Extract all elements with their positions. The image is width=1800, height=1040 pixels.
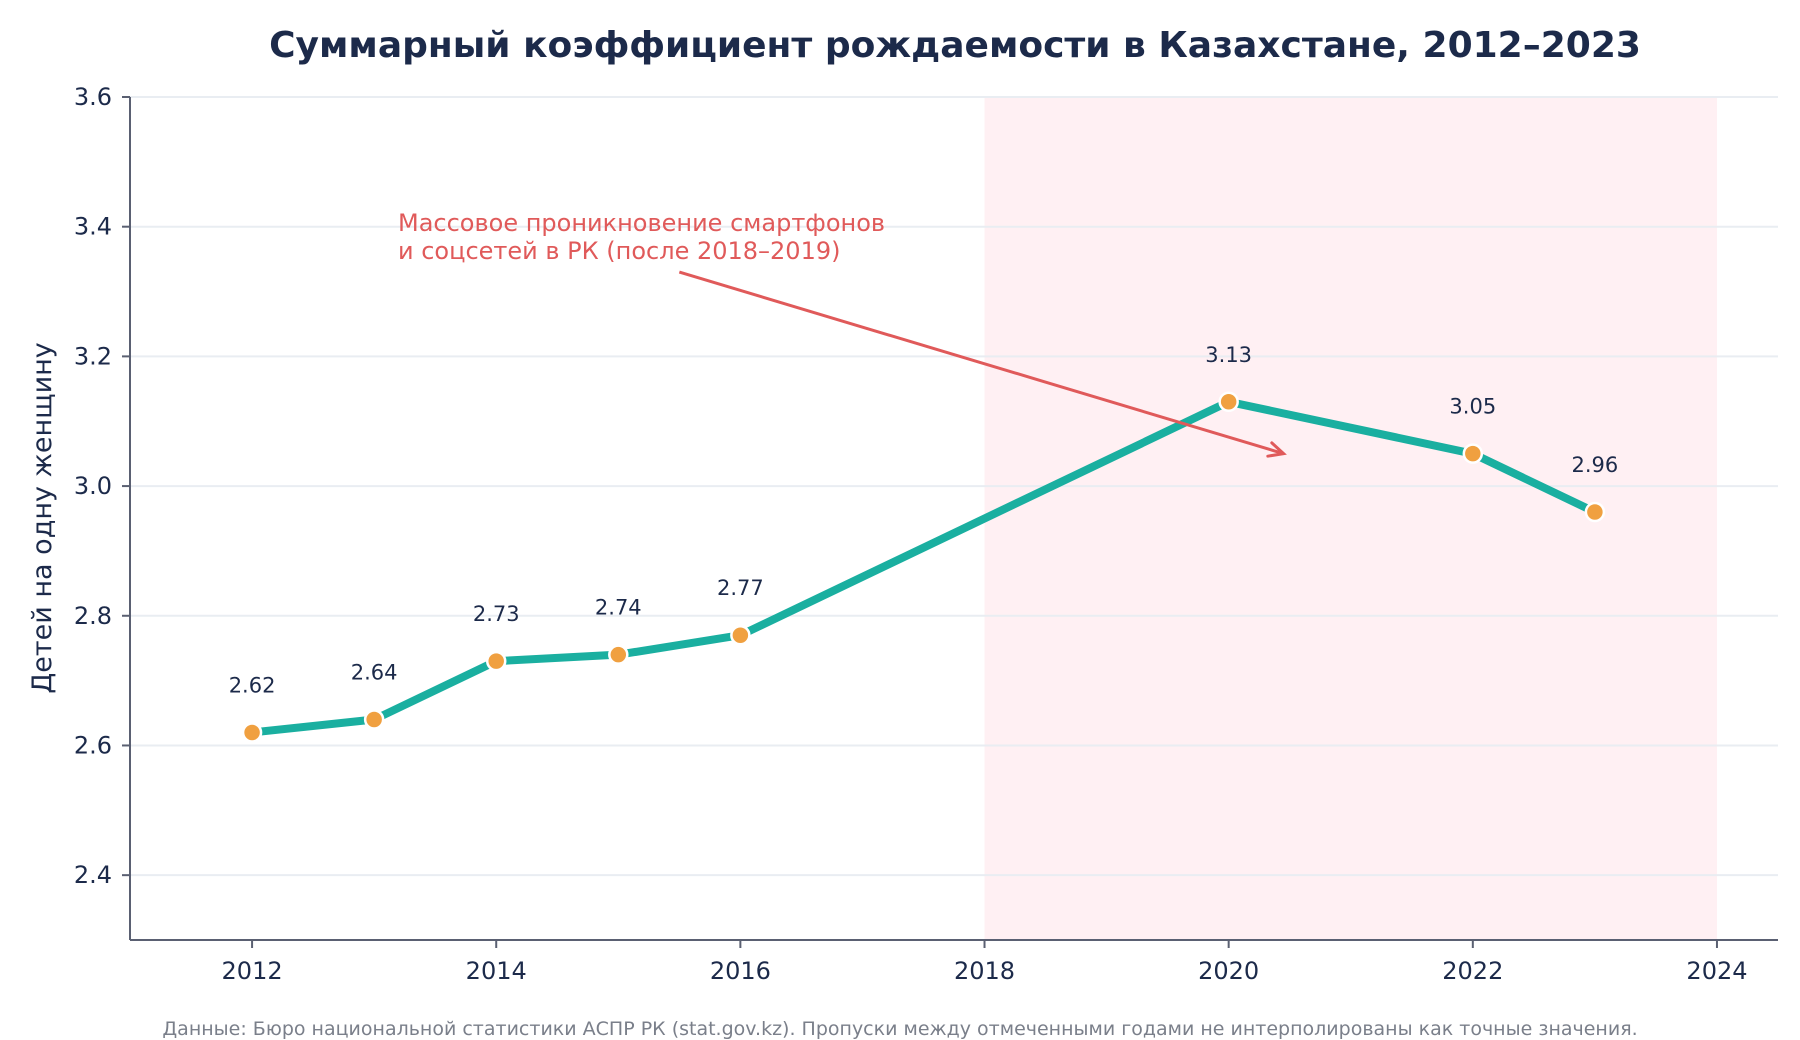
data-point [1218, 391, 1239, 413]
y-tick-label: 3.0 [74, 472, 112, 500]
data-label: 3.05 [1449, 395, 1496, 419]
x-tick-label: 2014 [466, 957, 527, 985]
annotation-text: Массовое проникновение смартфонов [398, 209, 885, 237]
data-point [485, 650, 507, 672]
data-label: 2.96 [1572, 453, 1619, 477]
y-tick-label: 3.4 [74, 213, 112, 241]
y-tick-label: 2.6 [74, 731, 112, 759]
gridlines-layer [130, 96, 1778, 877]
y-tick-label: 2.8 [74, 602, 112, 630]
source-note: Данные: Бюро национальной статистики АСП… [162, 1018, 1637, 1040]
plot-background-layer [984, 97, 1717, 940]
x-tick-label: 2016 [710, 957, 771, 985]
data-point [608, 644, 629, 665]
y-tick-label: 2.4 [74, 861, 112, 889]
x-tick-label: 2018 [954, 957, 1015, 985]
axes-layer: 2.4 2.6 2.8 3.0 3.2 3.4 3.6 2012 2014 2016 2018 202… [74, 83, 1778, 985]
data-point [1584, 501, 1606, 523]
series-line [248, 397, 1599, 737]
data-label: 2.62 [229, 673, 276, 697]
data-label: 2.64 [351, 661, 398, 685]
y-axis-label: Детей на одну женщину [27, 342, 58, 694]
data-point [1462, 443, 1484, 464]
x-tick-label: 2022 [1442, 957, 1503, 985]
data-point [363, 709, 385, 730]
series-layer [241, 391, 1606, 743]
annotation-arrow-line [678, 270, 1285, 456]
data-label: 2.74 [595, 596, 642, 620]
annotation-text: и соцсетей в РК (после 2018–2019) [398, 237, 840, 265]
x-tick-label: 2020 [1198, 957, 1259, 985]
y-tick-label: 3.2 [74, 342, 112, 370]
y-tick-label: 3.6 [74, 83, 112, 111]
annotation-arrow-head [1266, 441, 1287, 458]
data-label: 2.77 [717, 576, 764, 600]
data-label: 3.13 [1205, 343, 1252, 367]
highlight-span [984, 97, 1717, 940]
data-point [241, 722, 263, 743]
x-tick-label: 2024 [1686, 957, 1747, 985]
data-labels-layer: 2.62 2.64 2.73 2.74 2.77 3.13 3.05 2.96 [229, 343, 1619, 698]
data-label: 2.73 [473, 602, 520, 626]
x-tick-label: 2012 [222, 957, 283, 985]
data-point [730, 624, 751, 646]
chart-title: Суммарный коэффициент рождаемости в Каза… [269, 25, 1641, 66]
